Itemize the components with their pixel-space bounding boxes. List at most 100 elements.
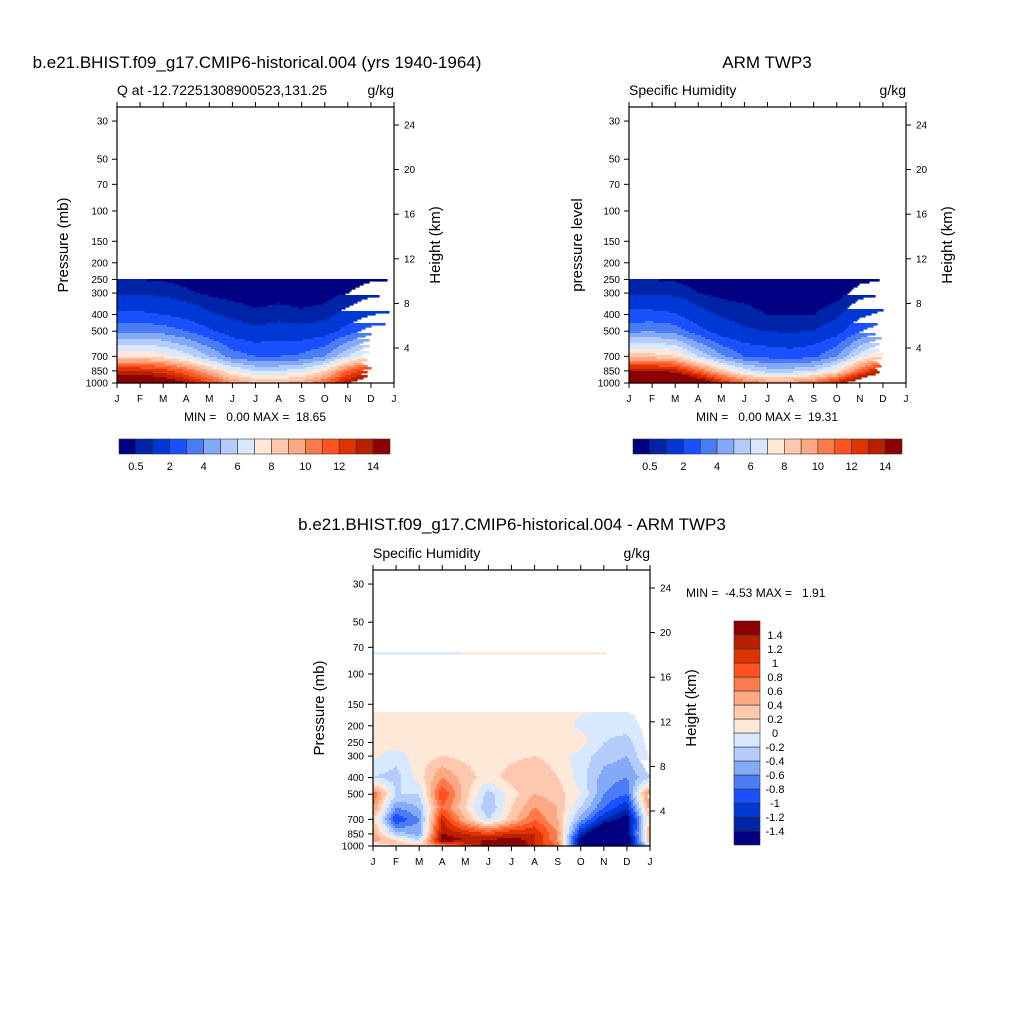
contour-cell <box>335 381 344 384</box>
contour-cell <box>585 798 594 801</box>
contour-cell <box>243 363 304 366</box>
contour-cell <box>639 812 642 815</box>
contour-cell <box>429 820 432 823</box>
contour-cell <box>449 812 456 815</box>
contour-cell <box>175 379 190 382</box>
contour-cell <box>215 313 338 316</box>
contour-cell <box>375 812 378 815</box>
contour-cell <box>223 363 244 366</box>
contour-cell <box>395 822 400 825</box>
contour-cell <box>729 381 742 384</box>
contour-cell <box>567 842 570 845</box>
contour-cell <box>629 758 640 761</box>
contour-cell <box>437 804 442 807</box>
contour-cell <box>865 365 874 368</box>
contour-cell <box>843 331 860 334</box>
contour-cell <box>597 792 606 795</box>
contour-cell <box>385 772 400 775</box>
contour-cell <box>385 790 390 793</box>
contour-cell <box>421 818 426 821</box>
contour-cell <box>629 792 634 795</box>
contour-cell <box>437 830 442 833</box>
contour-cell <box>501 776 558 779</box>
contour-cell <box>787 347 794 350</box>
contour-cell <box>635 834 640 837</box>
contour-cell <box>643 790 648 793</box>
contour-cell <box>405 832 422 835</box>
contour-cell <box>595 820 602 823</box>
contour-cell <box>473 818 482 821</box>
contour-cell <box>573 752 596 755</box>
contour-cell <box>477 812 486 815</box>
contour-cell <box>581 814 590 817</box>
contour-cell <box>461 784 472 787</box>
contour-cell <box>387 800 392 803</box>
colorbar-box <box>733 662 761 678</box>
contour-cell <box>435 842 440 845</box>
contour-cell <box>379 844 390 847</box>
contour-cell <box>373 778 386 781</box>
contour-cell <box>439 806 452 809</box>
contour-cell <box>629 301 692 304</box>
contour-cell <box>393 818 408 821</box>
contour-cell <box>645 830 648 833</box>
contour-cell <box>389 796 396 799</box>
contour-cell <box>557 832 562 835</box>
contour-cell <box>629 299 688 302</box>
contour-cell <box>443 808 452 811</box>
contour-cell <box>835 301 856 304</box>
contour-cell <box>587 742 604 745</box>
contour-cell <box>823 363 838 366</box>
contour-cell <box>753 375 810 378</box>
contour-cell <box>829 357 844 360</box>
contour-cell <box>593 828 630 831</box>
contour-cell <box>695 369 706 372</box>
contour-cell <box>639 824 642 827</box>
contour-cell <box>629 319 690 322</box>
contour-cell <box>467 798 476 801</box>
contour-cell <box>349 355 362 358</box>
contour-cell <box>441 804 444 807</box>
y-tick-label: 300 <box>91 289 108 300</box>
contour-cell <box>459 780 474 783</box>
colorbar-label: 14 <box>879 461 891 473</box>
contour-cell <box>185 337 210 340</box>
contour-cell <box>643 808 646 811</box>
contour-cell <box>435 772 454 775</box>
contour-cell <box>401 788 422 791</box>
contour-cell <box>473 808 482 811</box>
contour-cell <box>469 796 478 799</box>
contour-cell <box>557 806 566 809</box>
contour-cell <box>421 812 424 815</box>
contour-cell <box>213 379 224 382</box>
contour-cell <box>373 770 390 773</box>
y-tick-label: 500 <box>603 327 620 338</box>
contour-cell <box>751 343 816 346</box>
panel2: 1000850700500400300250200150100705030481… <box>598 102 928 473</box>
contour-cell <box>633 766 644 769</box>
contour-cell <box>433 800 438 803</box>
contour-cell <box>691 345 708 348</box>
contour-cell <box>455 796 462 799</box>
contour-cell <box>641 794 646 797</box>
contour-cell <box>841 351 852 354</box>
contour-cell <box>277 321 282 324</box>
contour-cell <box>655 353 684 356</box>
contour-cell <box>579 808 588 811</box>
contour-cell <box>641 820 644 823</box>
contour-cell <box>229 335 326 338</box>
contour-cell <box>373 796 378 799</box>
contour-cell <box>393 806 418 809</box>
contour-cell <box>329 317 362 320</box>
contour-cell <box>597 788 610 791</box>
contour-cell <box>575 830 578 833</box>
contour-cell <box>453 824 462 827</box>
contour-cell <box>503 810 512 813</box>
contour-cell <box>579 788 588 791</box>
contour-cell <box>335 359 346 362</box>
contour-cell <box>461 794 470 797</box>
contour-cell <box>429 836 432 839</box>
contour-cell <box>425 818 428 821</box>
contour-cell <box>823 307 848 310</box>
contour-cell <box>435 840 440 843</box>
